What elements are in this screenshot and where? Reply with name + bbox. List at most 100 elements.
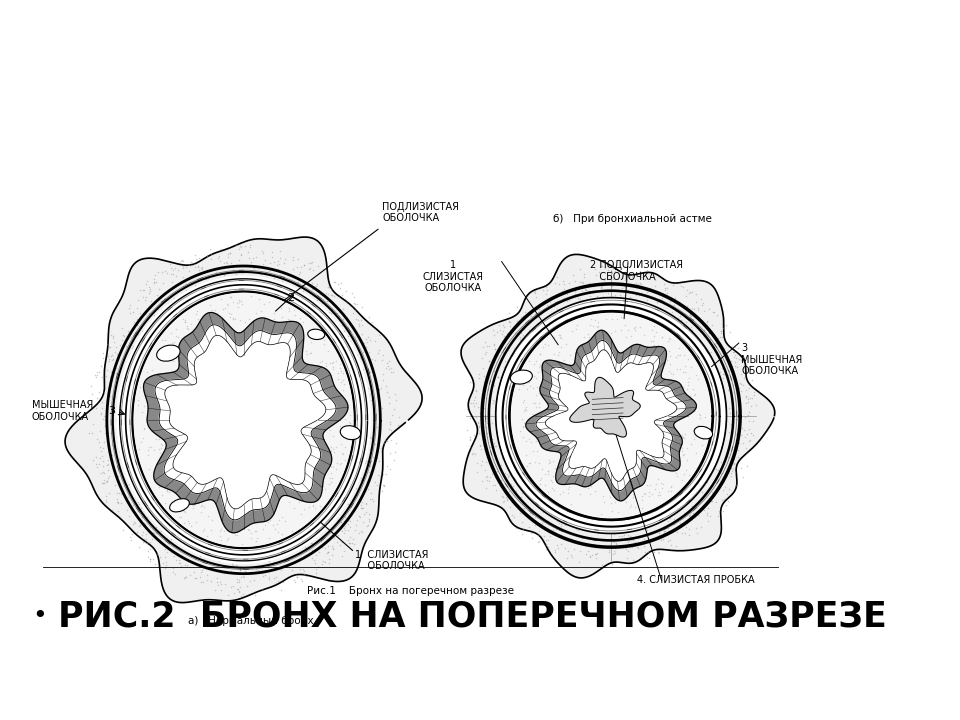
Point (564, 325, 579, 336)
Point (324, 396, 340, 408)
Point (330, 530, 346, 541)
Point (688, 288, 704, 300)
Point (312, 356, 327, 368)
Point (253, 315, 269, 327)
Point (689, 488, 705, 500)
Point (546, 357, 562, 369)
Point (192, 551, 207, 562)
Point (359, 507, 374, 518)
Point (257, 569, 273, 580)
Point (709, 310, 725, 321)
Point (738, 384, 754, 396)
Point (464, 449, 479, 460)
Point (574, 532, 589, 544)
Point (540, 372, 556, 383)
Point (313, 536, 328, 547)
Point (700, 507, 715, 518)
Point (602, 491, 617, 503)
Point (323, 424, 338, 436)
Point (181, 487, 197, 498)
Point (176, 275, 191, 287)
Point (547, 544, 563, 555)
Point (522, 507, 538, 518)
Point (553, 332, 568, 343)
Point (691, 311, 707, 323)
Point (561, 483, 576, 495)
Point (495, 492, 511, 503)
Point (322, 557, 337, 569)
Point (102, 470, 117, 482)
Point (384, 424, 399, 436)
Point (275, 511, 290, 523)
Point (742, 436, 757, 447)
Point (206, 318, 222, 329)
Point (659, 354, 674, 366)
Point (569, 323, 585, 335)
Point (508, 476, 523, 487)
Point (675, 408, 690, 420)
Point (376, 479, 392, 490)
Point (196, 501, 211, 513)
Point (165, 501, 180, 513)
Point (118, 341, 133, 352)
Point (720, 495, 735, 506)
Point (580, 482, 595, 494)
Point (477, 371, 492, 382)
Point (141, 385, 156, 397)
Point (262, 266, 277, 277)
Point (657, 527, 672, 539)
Point (346, 307, 361, 319)
Point (142, 316, 157, 328)
Point (273, 246, 288, 257)
Point (608, 496, 623, 508)
Point (566, 289, 582, 301)
Point (663, 480, 679, 492)
Point (618, 331, 634, 343)
Point (485, 468, 500, 480)
Point (616, 533, 632, 544)
Point (668, 304, 684, 315)
Point (379, 460, 395, 472)
Point (324, 419, 339, 431)
Point (355, 517, 371, 528)
Point (175, 280, 190, 292)
Point (224, 558, 239, 570)
Point (613, 324, 629, 336)
Point (481, 406, 496, 418)
Point (311, 562, 326, 573)
Point (142, 285, 157, 297)
Point (532, 512, 547, 523)
Point (206, 271, 222, 282)
Point (212, 564, 228, 576)
Point (746, 429, 761, 441)
Point (714, 321, 730, 333)
Point (675, 431, 690, 443)
Point (97, 436, 112, 448)
Point (314, 297, 329, 308)
Point (324, 289, 340, 301)
Point (310, 487, 325, 499)
Point (662, 359, 678, 370)
Point (554, 359, 569, 370)
Point (281, 302, 297, 314)
Point (221, 532, 236, 544)
Point (733, 386, 749, 397)
Point (310, 491, 325, 503)
Point (142, 543, 157, 554)
Point (295, 575, 310, 587)
Point (537, 441, 552, 453)
Point (722, 442, 737, 454)
Point (334, 550, 349, 562)
Point (468, 449, 483, 460)
Point (323, 472, 338, 484)
Point (181, 494, 197, 505)
Point (240, 246, 255, 258)
Point (664, 454, 680, 465)
Point (650, 297, 665, 308)
Point (115, 323, 131, 334)
Point (739, 428, 755, 440)
Point (697, 324, 712, 336)
Point (175, 271, 190, 283)
Point (199, 555, 214, 567)
Point (166, 264, 181, 276)
